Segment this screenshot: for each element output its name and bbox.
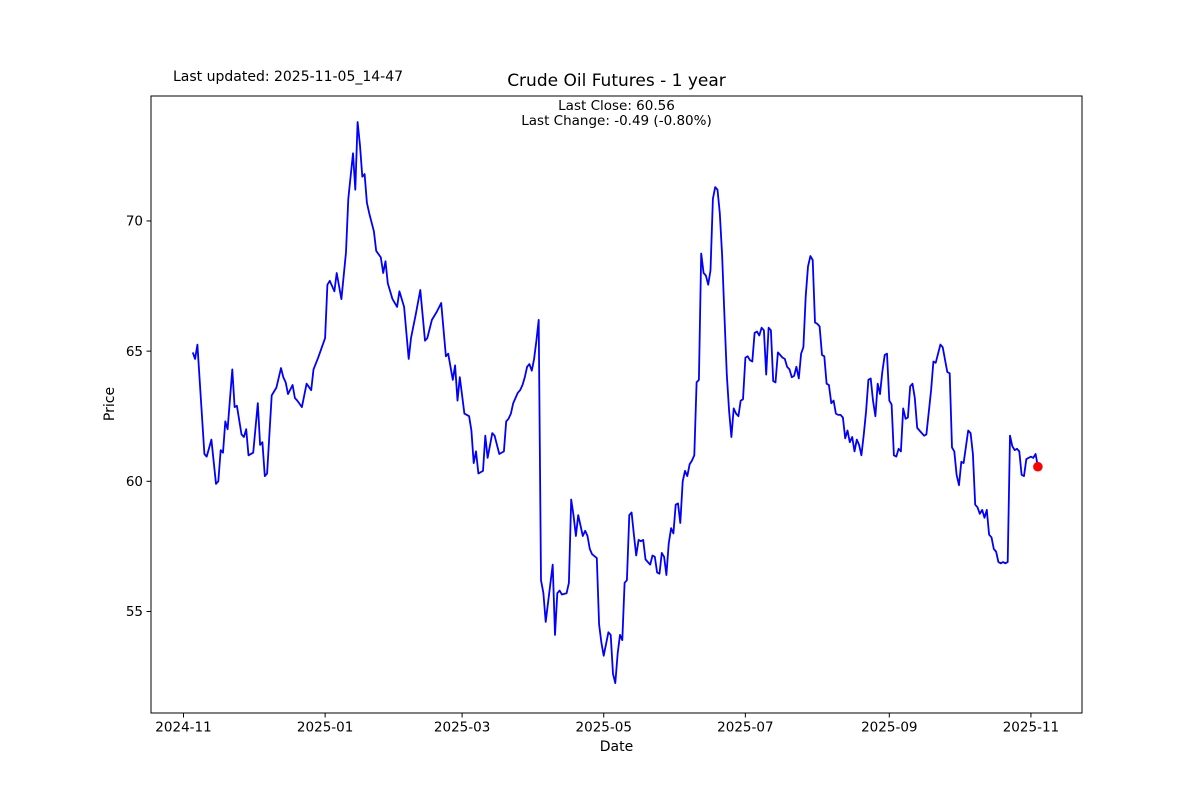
x-tick-label: 2025-09: [861, 720, 917, 736]
y-tick-label: 60: [126, 474, 143, 490]
last-close-annotation: Last Close: 60.56: [558, 98, 675, 114]
last-change-annotation: Last Change: -0.49 (-0.80%): [521, 113, 712, 129]
last-updated-text: Last updated: 2025-11-05_14-47: [173, 69, 404, 85]
plot-frame: [150, 95, 1083, 714]
x-tick-label: 2025-11: [1003, 720, 1059, 736]
y-axis-label: Price: [102, 386, 118, 422]
y-tick-label: 55: [126, 604, 143, 620]
x-tick-label: 2025-05: [576, 720, 632, 736]
price-line: [191, 121, 1039, 684]
chart-title: Crude Oil Futures - 1 year: [507, 71, 726, 91]
x-tick-label: 2025-07: [717, 720, 773, 736]
y-tick-label: 65: [126, 344, 143, 360]
x-tick-label: 2024-11: [155, 720, 211, 736]
y-tick-label: 70: [126, 214, 143, 230]
x-tick-label: 2025-01: [297, 720, 353, 736]
last-price-marker: [1033, 461, 1043, 472]
x-axis-label: Date: [599, 739, 634, 755]
x-tick-label: 2025-03: [434, 720, 490, 736]
